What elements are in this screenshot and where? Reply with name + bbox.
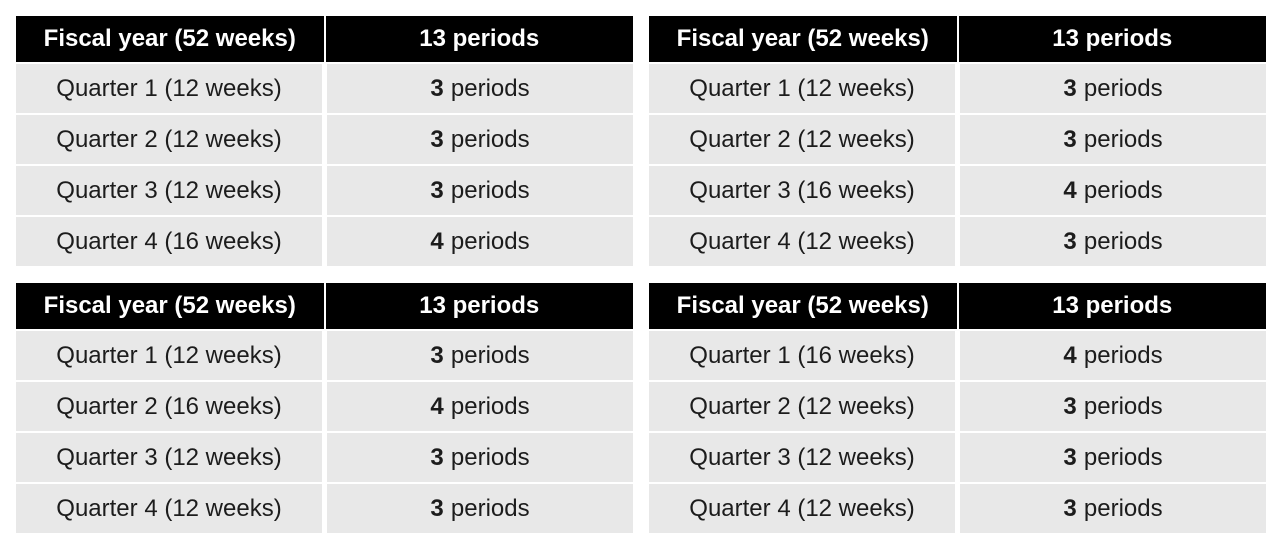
periods-cell: 3 periods — [960, 433, 1266, 482]
quarter-cell: Quarter 1 (16 weeks) — [649, 331, 955, 380]
table-row: Quarter 2 (12 weeks) 3 periods — [16, 113, 633, 164]
table-row: Quarter 4 (12 weeks) 3 periods — [16, 482, 633, 533]
quarter-cell: Quarter 2 (16 weeks) — [16, 382, 322, 431]
periods-count: 3 — [430, 125, 444, 153]
periods-cell: 3 periods — [960, 115, 1266, 164]
periods-cell: 3 periods — [327, 331, 633, 380]
periods-count: 3 — [430, 443, 444, 471]
table-row: Quarter 1 (12 weeks) 3 periods — [16, 64, 633, 113]
periods-cell: 4 periods — [327, 217, 633, 266]
fiscal-table-top-right: Fiscal year (52 weeks) 13 periods Quarte… — [649, 16, 1266, 266]
periods-unit-label: periods — [1083, 392, 1163, 420]
periods-header-cell: 13 periods — [958, 16, 1266, 62]
fiscal-year-header-cell: Fiscal year (52 weeks) — [649, 283, 957, 329]
quarter-cell: Quarter 4 (12 weeks) — [649, 484, 955, 533]
table-row: Quarter 4 (12 weeks) 3 periods — [649, 482, 1266, 533]
periods-count: 3 — [1063, 494, 1077, 522]
periods-unit-label: periods — [450, 125, 530, 153]
periods-unit-label: periods — [1083, 176, 1163, 204]
periods-count: 3 — [1063, 125, 1077, 153]
quarter-cell: Quarter 4 (12 weeks) — [649, 217, 955, 266]
table-row: Quarter 3 (12 weeks) 3 periods — [649, 431, 1266, 482]
table-row: Quarter 3 (12 weeks) 3 periods — [16, 164, 633, 215]
table-header-row: Fiscal year (52 weeks) 13 periods — [16, 16, 633, 62]
fiscal-year-header-cell: Fiscal year (52 weeks) — [16, 16, 324, 62]
quarter-cell: Quarter 3 (12 weeks) — [649, 433, 955, 482]
periods-header-cell: 13 periods — [325, 283, 633, 329]
fiscal-table-bottom-right: Fiscal year (52 weeks) 13 periods Quarte… — [649, 283, 1266, 533]
periods-cell: 4 periods — [960, 331, 1266, 380]
periods-unit-label: periods — [1083, 227, 1163, 255]
periods-cell: 3 periods — [327, 433, 633, 482]
periods-count: 4 — [430, 227, 444, 255]
table-row: Quarter 2 (12 weeks) 3 periods — [649, 113, 1266, 164]
quarter-cell: Quarter 1 (12 weeks) — [649, 64, 955, 113]
table-header-row: Fiscal year (52 weeks) 13 periods — [649, 16, 1266, 62]
table-row: Quarter 2 (12 weeks) 3 periods — [649, 380, 1266, 431]
table-header-row: Fiscal year (52 weeks) 13 periods — [649, 283, 1266, 329]
periods-header-cell: 13 periods — [958, 283, 1266, 329]
table-row: Quarter 1 (12 weeks) 3 periods — [16, 331, 633, 380]
table-header-row: Fiscal year (52 weeks) 13 periods — [16, 283, 633, 329]
periods-unit-label: periods — [450, 227, 530, 255]
periods-cell: 3 periods — [960, 64, 1266, 113]
periods-count: 3 — [430, 74, 444, 102]
fiscal-table-top-left: Fiscal year (52 weeks) 13 periods Quarte… — [16, 16, 633, 266]
periods-unit-label: periods — [1083, 443, 1163, 471]
table-row: Quarter 3 (16 weeks) 4 periods — [649, 164, 1266, 215]
periods-cell: 4 periods — [327, 382, 633, 431]
periods-unit-label: periods — [450, 392, 530, 420]
quarter-cell: Quarter 1 (12 weeks) — [16, 64, 322, 113]
table-row: Quarter 3 (12 weeks) 3 periods — [16, 431, 633, 482]
quarter-cell: Quarter 3 (12 weeks) — [16, 433, 322, 482]
quarter-cell: Quarter 2 (12 weeks) — [649, 115, 955, 164]
periods-unit-label: periods — [1083, 74, 1163, 102]
periods-unit-label: periods — [1083, 341, 1163, 369]
periods-unit-label: periods — [450, 341, 530, 369]
periods-unit-label: periods — [450, 443, 530, 471]
periods-cell: 4 periods — [960, 166, 1266, 215]
periods-unit-label: periods — [450, 176, 530, 204]
table-row: Quarter 1 (12 weeks) 3 periods — [649, 64, 1266, 113]
quarter-cell: Quarter 4 (16 weeks) — [16, 217, 322, 266]
periods-count: 3 — [1063, 443, 1077, 471]
periods-count: 4 — [430, 392, 444, 420]
periods-count: 3 — [1063, 392, 1077, 420]
periods-unit-label: periods — [1083, 494, 1163, 522]
periods-count: 3 — [1063, 227, 1077, 255]
periods-count: 3 — [1063, 74, 1077, 102]
periods-count: 3 — [430, 341, 444, 369]
periods-unit-label: periods — [450, 74, 530, 102]
quarter-cell: Quarter 3 (12 weeks) — [16, 166, 322, 215]
table-row: Quarter 1 (16 weeks) 4 periods — [649, 331, 1266, 380]
table-row: Quarter 2 (16 weeks) 4 periods — [16, 380, 633, 431]
quarter-cell: Quarter 2 (12 weeks) — [649, 382, 955, 431]
periods-cell: 3 periods — [327, 115, 633, 164]
periods-count: 4 — [1063, 341, 1077, 369]
quarter-cell: Quarter 1 (12 weeks) — [16, 331, 322, 380]
periods-cell: 3 periods — [960, 382, 1266, 431]
quarter-cell: Quarter 4 (12 weeks) — [16, 484, 322, 533]
periods-count: 3 — [430, 494, 444, 522]
periods-unit-label: periods — [450, 494, 530, 522]
periods-unit-label: periods — [1083, 125, 1163, 153]
table-row: Quarter 4 (16 weeks) 4 periods — [16, 215, 633, 266]
periods-cell: 3 periods — [960, 484, 1266, 533]
fiscal-year-header-cell: Fiscal year (52 weeks) — [16, 283, 324, 329]
fiscal-year-header-cell: Fiscal year (52 weeks) — [649, 16, 957, 62]
quarter-cell: Quarter 3 (16 weeks) — [649, 166, 955, 215]
fiscal-table-bottom-left: Fiscal year (52 weeks) 13 periods Quarte… — [16, 283, 633, 533]
periods-count: 4 — [1063, 176, 1077, 204]
periods-header-cell: 13 periods — [325, 16, 633, 62]
periods-cell: 3 periods — [960, 217, 1266, 266]
quarter-cell: Quarter 2 (12 weeks) — [16, 115, 322, 164]
periods-cell: 3 periods — [327, 166, 633, 215]
periods-count: 3 — [430, 176, 444, 204]
periods-cell: 3 periods — [327, 484, 633, 533]
periods-cell: 3 periods — [327, 64, 633, 113]
table-row: Quarter 4 (12 weeks) 3 periods — [649, 215, 1266, 266]
